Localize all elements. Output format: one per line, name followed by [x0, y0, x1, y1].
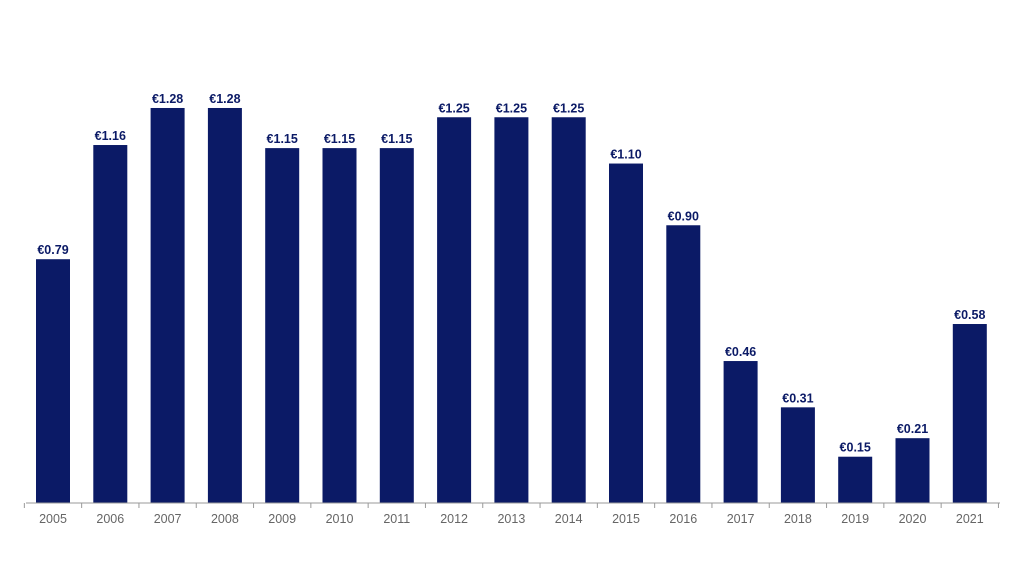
x-tick-label-2020: 2020 [899, 512, 927, 526]
x-tick-label-2016: 2016 [669, 512, 697, 526]
x-tick-label-2014: 2014 [555, 512, 583, 526]
bar-2012 [437, 117, 472, 503]
value-label-2009: €1.15 [267, 132, 298, 146]
bar-2018 [780, 407, 815, 503]
value-label-2020: €0.21 [897, 422, 928, 436]
x-tick-label-2005: 2005 [39, 512, 67, 526]
value-labels-group: €0.79 €1.16 €1.28 €1.28 €1.15 €1.15 €1.15 €1.25… [37, 92, 985, 455]
value-label-2016: €0.90 [668, 209, 699, 223]
x-tick-label-2008: 2008 [211, 512, 239, 526]
x-tick-label-2012: 2012 [440, 512, 468, 526]
value-label-2006: €1.16 [95, 129, 126, 143]
bar-2005 [36, 259, 70, 503]
value-label-2012: €1.25 [438, 101, 469, 115]
x-tick-label-2006: 2006 [96, 512, 124, 526]
bar-2019 [838, 456, 873, 503]
x-tick-label-2011: 2011 [383, 512, 410, 526]
x-tick-label-2013: 2013 [497, 512, 525, 526]
value-label-2008: €1.28 [209, 92, 240, 106]
bar-2020 [895, 438, 930, 503]
x-tick-label-2007: 2007 [154, 512, 182, 526]
bar-2010 [322, 148, 357, 504]
bar-2007 [150, 107, 185, 504]
value-label-2015: €1.10 [610, 148, 641, 162]
x-tick-label-2009: 2009 [268, 512, 296, 526]
value-label-2013: €1.25 [496, 101, 527, 115]
x-tick-label-2017: 2017 [727, 512, 755, 526]
x-tick-label-2018: 2018 [784, 512, 812, 526]
value-label-2018: €0.31 [782, 391, 813, 405]
value-label-2011: €1.15 [381, 132, 412, 146]
bar-2017 [723, 361, 758, 503]
value-label-2019: €0.15 [840, 441, 871, 455]
value-label-2014: €1.25 [553, 101, 584, 115]
x-ticks-group [23, 503, 999, 508]
x-tick-labels-group: 2005 2006 2007 2008 2009 2010 2011 2012 2013 2014… [39, 512, 984, 526]
value-label-2005: €0.79 [37, 243, 68, 257]
value-label-2021: €0.58 [954, 308, 985, 322]
x-tick-label-2019: 2019 [841, 512, 869, 526]
bar-2011 [379, 148, 414, 504]
bar-2016 [666, 225, 701, 503]
value-label-2010: €1.15 [324, 132, 355, 146]
bar-2009 [265, 148, 300, 504]
bar-2013 [494, 117, 529, 503]
bar-2021 [952, 324, 987, 503]
bar-2015 [609, 163, 643, 504]
bar-2014 [551, 117, 586, 503]
value-label-2007: €1.28 [152, 92, 183, 106]
x-tick-label-2021: 2021 [956, 512, 984, 526]
x-tick-label-2010: 2010 [326, 512, 354, 526]
bar-2006 [93, 145, 128, 503]
bar-2008 [207, 107, 242, 504]
bars-group [36, 107, 987, 504]
value-label-2017: €0.46 [725, 345, 756, 359]
x-tick-label-2015: 2015 [612, 512, 640, 526]
